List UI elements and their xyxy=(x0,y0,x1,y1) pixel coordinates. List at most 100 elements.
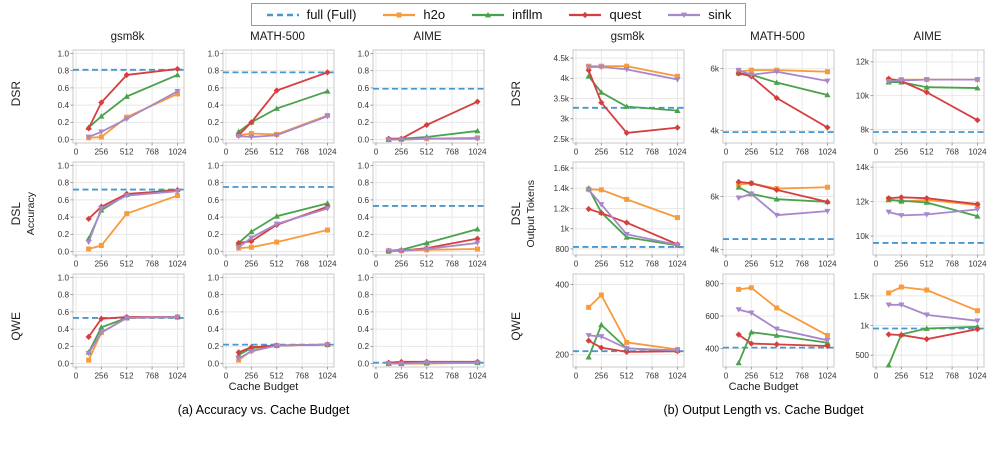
svg-text:0.4: 0.4 xyxy=(357,213,369,222)
subplot-a-dsr-math500: MATH-500 0 256 512 768 1024 0.0 0.2 0.4 0.6 0.8 1.0 xyxy=(189,29,339,158)
svg-text:1024: 1024 xyxy=(668,372,687,381)
svg-text:0: 0 xyxy=(73,148,78,157)
svg-text:0.8: 0.8 xyxy=(207,67,219,76)
chart-a-qwe-aime: 0 256 512 768 1024 0.0 0.2 0.4 0.6 0.8 1.0 xyxy=(339,270,489,382)
h2o-marker-icon xyxy=(383,12,416,17)
svg-text:0.8: 0.8 xyxy=(57,291,69,300)
legend-item-sink: sink xyxy=(667,7,731,22)
row-label-dsr: DSR xyxy=(509,80,523,107)
svg-text:512: 512 xyxy=(269,260,283,269)
svg-text:400: 400 xyxy=(705,344,719,353)
svg-text:0.2: 0.2 xyxy=(57,342,69,351)
svg-text:14k: 14k xyxy=(855,163,869,172)
svg-text:1024: 1024 xyxy=(968,372,987,381)
svg-text:768: 768 xyxy=(645,148,659,157)
svg-text:512: 512 xyxy=(269,148,283,157)
svg-text:0: 0 xyxy=(73,260,78,269)
subplot-b-dsr-aime: AIME 0 256 512 768 1024 8k 10k 12k xyxy=(839,29,989,158)
svg-text:1.0: 1.0 xyxy=(207,161,219,170)
svg-text:0.6: 0.6 xyxy=(207,196,219,205)
subplot-b-qwe-gsm8k: 0 256 512 768 1024 200 400 xyxy=(539,270,689,382)
row-label-qwe: QWE xyxy=(509,311,523,341)
col-title-gsm8k: gsm8k xyxy=(110,31,145,43)
chart-b-dsl-gsm8k: 0 256 512 768 1024 800 1k 1.2k 1.4k 1.6k xyxy=(539,158,689,270)
svg-text:800: 800 xyxy=(555,245,569,254)
svg-text:768: 768 xyxy=(295,372,309,381)
svg-text:1024: 1024 xyxy=(168,260,187,269)
chart-canvas: 0 256 512 768 1024 800 1k 1.2k 1.4k 1.6k xyxy=(553,161,687,269)
svg-text:0: 0 xyxy=(73,372,78,381)
svg-text:768: 768 xyxy=(295,148,309,157)
svg-text:4.5k: 4.5k xyxy=(553,54,569,63)
svg-text:512: 512 xyxy=(419,372,433,381)
svg-text:0.6: 0.6 xyxy=(57,84,69,93)
panel-b-row-qwe: QWE 0 256 512 768 1024 200 400 0 256 512 768 1024 4… xyxy=(509,270,989,382)
svg-text:1024: 1024 xyxy=(818,372,837,381)
chart-canvas: 0 256 512 768 1024 8k 10k 12k xyxy=(855,49,987,157)
svg-text:512: 512 xyxy=(769,372,783,381)
chart-canvas: 0 256 512 768 1024 0.0 0.2 0.4 0.6 0.8 1.0 xyxy=(207,273,336,381)
chart-a-dsr-gsm8k: 0 256 512 768 1024 0.0 0.2 0.4 0.6 0.8 1.0 xyxy=(39,46,189,158)
ylabel-slot xyxy=(24,29,39,158)
svg-text:600: 600 xyxy=(705,312,719,321)
svg-text:0.4: 0.4 xyxy=(207,213,219,222)
sink-marker-icon xyxy=(668,12,701,18)
svg-text:1024: 1024 xyxy=(968,260,987,269)
chart-canvas: 0 256 512 768 1024 2.5k 3k 3.5k 4k 4.5k xyxy=(553,49,687,157)
svg-text:4k: 4k xyxy=(710,127,720,136)
svg-text:1.0: 1.0 xyxy=(207,273,219,282)
subplot-a-dsl-math500: 0 256 512 768 1024 0.0 0.2 0.4 0.6 0.8 1.0 xyxy=(189,158,339,270)
svg-text:0.0: 0.0 xyxy=(57,135,69,144)
svg-text:0: 0 xyxy=(873,372,878,381)
svg-text:1024: 1024 xyxy=(968,148,987,157)
svg-text:6k: 6k xyxy=(710,192,720,201)
svg-text:0.8: 0.8 xyxy=(207,179,219,188)
subplot-b-qwe-aime: 0 256 512 768 1024 500 1k 1.5k xyxy=(839,270,989,382)
svg-text:1.0: 1.0 xyxy=(357,161,369,170)
svg-text:0.2: 0.2 xyxy=(207,118,219,127)
svg-text:0.8: 0.8 xyxy=(57,179,69,188)
svg-text:768: 768 xyxy=(145,372,159,381)
chart-b-dsr-aime: 0 256 512 768 1024 8k 10k 12k xyxy=(839,46,989,158)
svg-text:768: 768 xyxy=(945,260,959,269)
chart-canvas: 0 256 512 768 1024 500 1k 1.5k xyxy=(853,273,987,381)
svg-text:512: 512 xyxy=(419,260,433,269)
svg-text:4k: 4k xyxy=(560,74,570,83)
chart-canvas: 0 256 512 768 1024 200 400 xyxy=(555,273,687,381)
svg-text:256: 256 xyxy=(394,260,408,269)
svg-text:768: 768 xyxy=(445,260,459,269)
chart-a-dsr-aime: 0 256 512 768 1024 0.0 0.2 0.4 0.6 0.8 1.0 xyxy=(339,46,489,158)
subplot-b-dsl-math500: 0 256 512 768 1024 4k 6k xyxy=(689,158,839,270)
svg-text:0: 0 xyxy=(873,148,878,157)
svg-text:256: 256 xyxy=(94,260,108,269)
svg-text:0: 0 xyxy=(223,372,228,381)
subplot-b-dsr-math500: MATH-500 0 256 512 768 1024 4k 6k xyxy=(689,29,839,158)
chart-b-qwe-gsm8k: 0 256 512 768 1024 200 400 xyxy=(539,270,689,382)
svg-text:1024: 1024 xyxy=(168,372,187,381)
ylabel-accuracy: Accuracy xyxy=(25,192,37,236)
svg-text:768: 768 xyxy=(145,148,159,157)
svg-text:768: 768 xyxy=(295,260,309,269)
x-axis-label-b: Cache Budget xyxy=(728,381,799,393)
svg-text:0.2: 0.2 xyxy=(57,230,69,239)
panel-a-row-dsr: DSR gsm8k 0 256 512 768 1024 0.0 0.2 0.4 0.6 0.8 1.… xyxy=(9,29,489,158)
panel-a: DSR gsm8k 0 256 512 768 1024 0.0 0.2 0.4 0.6 0.8 1.… xyxy=(9,29,489,417)
svg-text:12k: 12k xyxy=(855,198,869,207)
chart-a-qwe-math500: 0 256 512 768 1024 0.0 0.2 0.4 0.6 0.8 1.0 xyxy=(189,270,339,382)
svg-text:512: 512 xyxy=(119,148,133,157)
svg-text:768: 768 xyxy=(795,372,809,381)
svg-text:0.6: 0.6 xyxy=(357,84,369,93)
col-title-math500: MATH-500 xyxy=(250,31,305,43)
row-label-dsl: DSL xyxy=(509,202,523,226)
chart-canvas: 0 256 512 768 1024 0.0 0.2 0.4 0.6 0.8 1.0 xyxy=(357,161,486,269)
chart-a-qwe-gsm8k: 0 256 512 768 1024 0.0 0.2 0.4 0.6 0.8 1.0 xyxy=(39,270,189,382)
col-title-math500: MATH-500 xyxy=(750,31,805,43)
svg-text:256: 256 xyxy=(244,372,258,381)
svg-text:200: 200 xyxy=(555,351,569,360)
ylabel-slot xyxy=(24,270,39,382)
ylabel-slot xyxy=(524,29,539,158)
x-axis-label-a: Cache Budget xyxy=(228,381,299,393)
svg-text:768: 768 xyxy=(645,260,659,269)
chart-b-dsl-math500: 0 256 512 768 1024 4k 6k xyxy=(689,158,839,270)
svg-text:8k: 8k xyxy=(860,125,870,134)
